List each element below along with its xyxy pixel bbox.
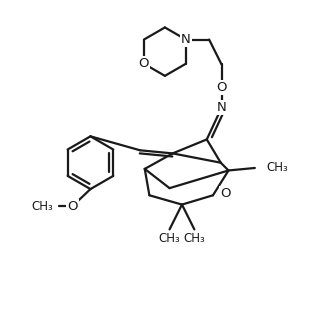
Text: CH₃: CH₃ xyxy=(31,200,53,213)
Text: CH₃: CH₃ xyxy=(267,162,288,174)
Text: O: O xyxy=(139,57,149,70)
Text: N: N xyxy=(181,33,191,46)
Text: O: O xyxy=(67,200,78,213)
Text: O: O xyxy=(220,187,230,200)
Text: N: N xyxy=(217,101,226,114)
Text: CH₃: CH₃ xyxy=(183,232,205,245)
Text: O: O xyxy=(216,81,227,94)
Text: CH₃: CH₃ xyxy=(159,232,180,245)
